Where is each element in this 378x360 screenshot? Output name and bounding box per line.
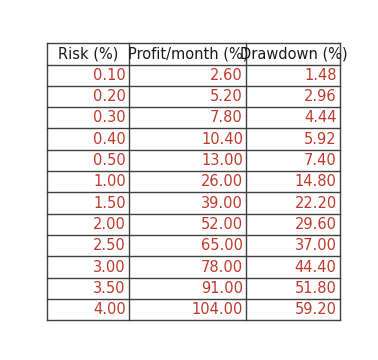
Text: 0.30: 0.30 <box>93 110 126 125</box>
Text: 1.48: 1.48 <box>304 68 337 83</box>
Text: Risk (%): Risk (%) <box>58 46 118 61</box>
Text: 0.40: 0.40 <box>93 132 126 147</box>
Text: 7.40: 7.40 <box>304 153 337 168</box>
Text: 5.20: 5.20 <box>210 89 243 104</box>
Text: 39.00: 39.00 <box>201 195 243 211</box>
Text: 10.40: 10.40 <box>201 132 243 147</box>
Text: 59.20: 59.20 <box>295 302 337 317</box>
Text: 2.96: 2.96 <box>304 89 337 104</box>
Text: 2.60: 2.60 <box>210 68 243 83</box>
Text: Drawdown (%): Drawdown (%) <box>240 46 347 61</box>
Text: 65.00: 65.00 <box>201 238 243 253</box>
Text: 52.00: 52.00 <box>201 217 243 232</box>
Text: 26.00: 26.00 <box>201 174 243 189</box>
Text: 2.50: 2.50 <box>93 238 126 253</box>
Text: 0.20: 0.20 <box>93 89 126 104</box>
Text: 91.00: 91.00 <box>201 281 243 296</box>
Text: 14.80: 14.80 <box>295 174 337 189</box>
Text: 3.50: 3.50 <box>93 281 126 296</box>
Text: 1.00: 1.00 <box>93 174 126 189</box>
Text: 5.92: 5.92 <box>304 132 337 147</box>
Text: 51.80: 51.80 <box>295 281 337 296</box>
Text: 4.44: 4.44 <box>304 110 337 125</box>
Text: 44.40: 44.40 <box>295 260 337 275</box>
Text: 104.00: 104.00 <box>192 302 243 317</box>
Text: 0.10: 0.10 <box>93 68 126 83</box>
Text: 3.00: 3.00 <box>93 260 126 275</box>
Text: 4.00: 4.00 <box>93 302 126 317</box>
Text: 13.00: 13.00 <box>201 153 243 168</box>
Text: 7.80: 7.80 <box>210 110 243 125</box>
Text: 2.00: 2.00 <box>93 217 126 232</box>
Text: 22.20: 22.20 <box>294 195 337 211</box>
Text: 1.50: 1.50 <box>93 195 126 211</box>
Text: 78.00: 78.00 <box>201 260 243 275</box>
Text: 29.60: 29.60 <box>295 217 337 232</box>
Text: 37.00: 37.00 <box>295 238 337 253</box>
Text: Profit/month (%): Profit/month (%) <box>128 46 248 61</box>
Text: 0.50: 0.50 <box>93 153 126 168</box>
